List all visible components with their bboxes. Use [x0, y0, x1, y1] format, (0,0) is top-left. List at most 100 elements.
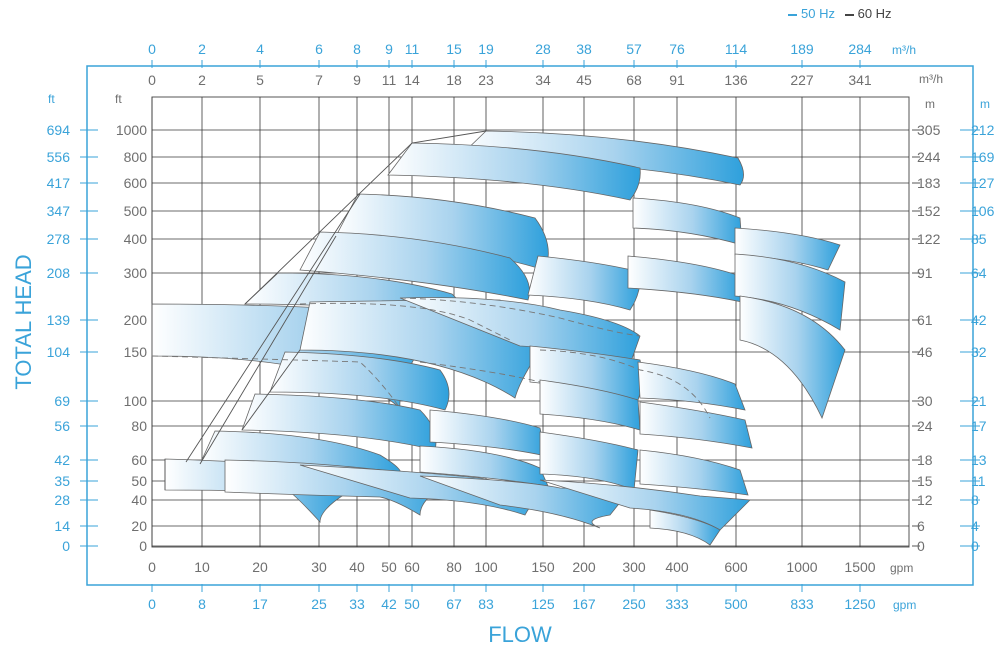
bottom-outer-tick-label: 833 [790, 596, 814, 612]
pump-curve-band [639, 449, 749, 496]
curve-60hz-dashed [419, 361, 541, 383]
bottom-inner-tick-label: 1500 [844, 559, 875, 575]
bottom-outer-tick-label: 83 [478, 596, 494, 612]
pump-curves [151, 130, 846, 546]
bottom-inner-unit: gpm [890, 561, 913, 575]
right-outer-unit: m [980, 97, 990, 111]
pump-curve-band [632, 197, 743, 246]
left-outer-tick-label: 278 [47, 231, 71, 247]
left-outer-unit: ft [48, 92, 55, 106]
top-inner-tick-label: 341 [848, 72, 872, 88]
bottom-outer-tick-label: 125 [531, 596, 555, 612]
pump-curve-band [269, 351, 450, 411]
bottom-inner-tick-label: 600 [724, 559, 748, 575]
right-outer-tick-label: 127 [971, 175, 995, 191]
bottom-inner-tick-label: 0 [148, 559, 156, 575]
top-inner-tick-label: 91 [669, 72, 685, 88]
top-inner-tick-label: 136 [724, 72, 748, 88]
chart-frame [86, 65, 974, 586]
right-inner-tick-label: 183 [917, 175, 941, 191]
top-inner-tick-label: 0 [148, 72, 156, 88]
right-inner-tick-label: 0 [917, 538, 925, 554]
bottom-outer-tick-label: 500 [724, 596, 748, 612]
top-outer-tick-label: 189 [790, 41, 814, 57]
top-outer-tick-label: 15 [446, 41, 462, 57]
bottom-inner-tick-label: 100 [474, 559, 498, 575]
right-outer-tick-label: 0 [971, 538, 979, 554]
bottom-outer-unit: gpm [893, 598, 916, 612]
left-outer-tick-label: 208 [47, 265, 71, 281]
top-inner-tick-label: 34 [535, 72, 551, 88]
bottom-outer-tick-label: 0 [148, 596, 156, 612]
right-outer-tick-label: 21 [971, 393, 987, 409]
left-outer-tick-label: 0 [62, 538, 70, 554]
left-inner-tick-label: 20 [131, 518, 147, 534]
pump-curve-band [627, 255, 743, 303]
left-outer-tick-label: 56 [54, 418, 70, 434]
top-outer-tick-label: 11 [405, 41, 420, 57]
left-inner-tick-label: 60 [131, 452, 147, 468]
top-outer-tick-label: 28 [535, 41, 551, 57]
top-outer-tick-label: 57 [626, 41, 642, 57]
top-outer-tick-label: 76 [669, 41, 685, 57]
left-outer-tick-label: 69 [54, 393, 70, 409]
top-inner-tick-label: 2 [198, 72, 206, 88]
top-outer-tick-label: 0 [148, 41, 156, 57]
top-outer-tick-label: 9 [385, 41, 393, 57]
bottom-outer-tick-label: 1250 [844, 596, 875, 612]
left-inner-tick-label: 150 [124, 344, 148, 360]
left-inner-tick-label: 100 [124, 393, 148, 409]
bottom-inner-tick-label: 1000 [786, 559, 817, 575]
legend: 50 Hz 60 Hz [788, 6, 892, 21]
left-outer-tick-label: 104 [47, 344, 71, 360]
left-inner-tick-label: 40 [131, 492, 147, 508]
right-outer-tick-label: 11 [971, 473, 986, 489]
left-outer-tick-label: 347 [47, 203, 71, 219]
bottom-inner-tick-label: 50 [381, 559, 397, 575]
top-inner-tick-label: 5 [256, 72, 264, 88]
curve-60hz-dashed [539, 349, 711, 419]
right-inner-tick-label: 15 [917, 473, 933, 489]
curve-60hz-dashed [299, 302, 511, 341]
right-inner-tick-label: 244 [917, 149, 941, 165]
right-inner-tick-label: 18 [917, 452, 933, 468]
top-outer-tick-label: 6 [315, 41, 323, 57]
top-inner-tick-label: 7 [315, 72, 323, 88]
top-outer-tick-label: 2 [198, 41, 206, 57]
left-outer-tick-label: 35 [54, 473, 70, 489]
curve-60hz-dashed [151, 355, 401, 409]
right-outer-tick-label: 42 [971, 312, 987, 328]
right-outer-tick-label: 169 [971, 149, 995, 165]
right-inner-tick-label: 24 [917, 418, 933, 434]
right-outer-tick-label: 32 [971, 344, 987, 360]
top-outer-unit: m³/h [892, 43, 916, 57]
right-outer-tick-label: 17 [971, 418, 987, 434]
right-outer-tick-label: 8 [971, 492, 979, 508]
pump-curve-band [637, 361, 746, 411]
right-inner-tick-label: 305 [917, 122, 941, 138]
legend-50hz: 50 Hz [801, 6, 835, 21]
bottom-outer-tick-label: 33 [349, 596, 365, 612]
legend-60hz: 60 Hz [857, 6, 892, 21]
left-inner-tick-label: 300 [124, 265, 148, 281]
pump-curve-band [299, 231, 530, 301]
bottom-inner-tick-label: 80 [446, 559, 462, 575]
legend-50hz-swatch [788, 13, 797, 16]
top-inner-tick-label: 14 [404, 72, 420, 88]
right-inner-tick-label: 152 [917, 203, 941, 219]
bottom-outer-tick-label: 67 [446, 596, 462, 612]
curve-60hz-dashed [399, 297, 641, 337]
pump-curve-band [649, 509, 721, 546]
envelope-line [241, 349, 301, 431]
pump-curve-band [739, 295, 846, 420]
right-outer-tick-label: 212 [971, 122, 995, 138]
left-outer-tick-label: 139 [47, 312, 71, 328]
bottom-outer-tick-label: 167 [572, 596, 596, 612]
bottom-inner-tick-label: 150 [531, 559, 555, 575]
bottom-inner-tick-label: 400 [665, 559, 689, 575]
left-outer-tick-label: 42 [54, 452, 70, 468]
bottom-outer-tick-label: 333 [665, 596, 689, 612]
bottom-inner-tick-label: 60 [404, 559, 420, 575]
